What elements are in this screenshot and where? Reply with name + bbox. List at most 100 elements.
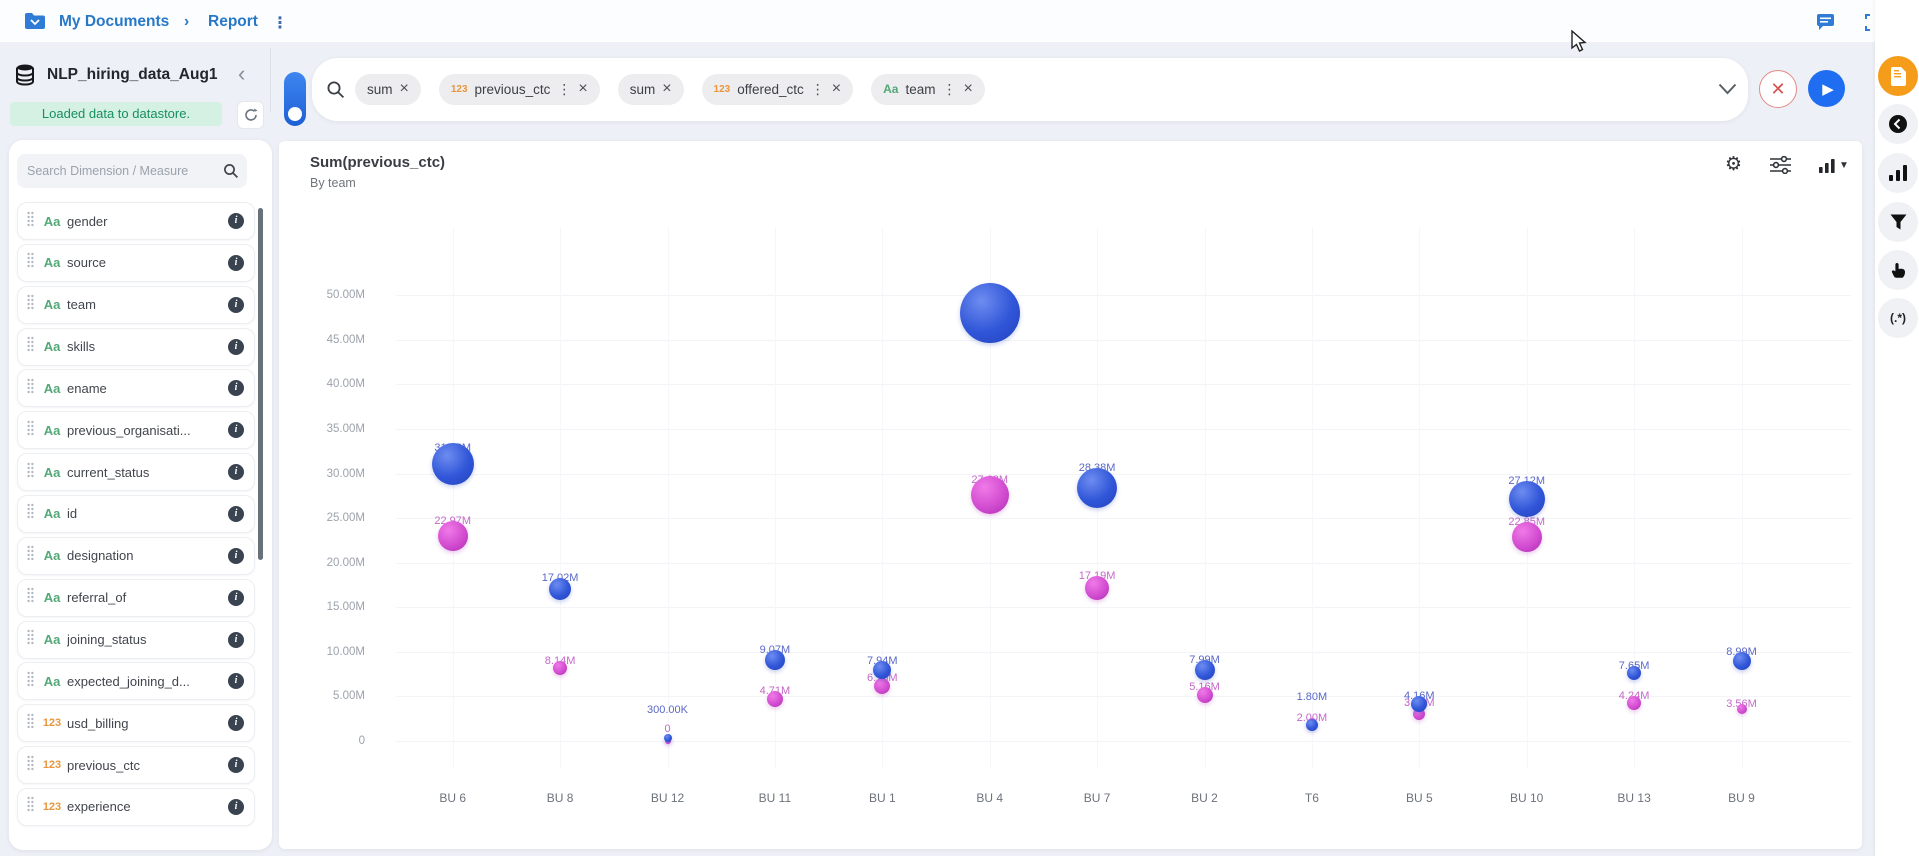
comments-icon[interactable]: [1816, 14, 1835, 31]
field-row-usd_billing[interactable]: 123 usd_billing i: [17, 704, 255, 743]
bubble-sumprevious_ctc-T6[interactable]: [1305, 718, 1318, 731]
bubble-sumoffered_ctc-BU2[interactable]: [1196, 686, 1213, 703]
info-icon[interactable]: i: [228, 547, 244, 564]
chevron-down-icon[interactable]: [1718, 83, 1737, 95]
chip-menu-icon[interactable]: ⋮: [557, 80, 572, 97]
field-row-source[interactable]: Aa source i: [17, 243, 255, 282]
field-search-input[interactable]: [25, 163, 223, 179]
info-icon[interactable]: i: [228, 505, 244, 522]
bubble-sumoffered_ctc-BU1[interactable]: [874, 678, 891, 695]
info-icon[interactable]: i: [228, 213, 244, 229]
chip-remove-icon[interactable]: ×: [399, 80, 409, 97]
field-row-skills[interactable]: Aa skills i: [17, 327, 255, 366]
datastore-card-button[interactable]: [1878, 56, 1918, 96]
filter-button[interactable]: [1878, 202, 1918, 242]
field-row-previous_organisati[interactable]: Aa previous_organisati... i: [17, 411, 255, 450]
drag-handle[interactable]: [27, 294, 37, 315]
info-icon[interactable]: i: [228, 631, 244, 648]
field-row-current_status[interactable]: Aa current_status i: [17, 453, 255, 492]
bubble-sumprevious_ctc-BU9[interactable]: [1732, 651, 1751, 670]
refresh-button[interactable]: [237, 101, 264, 129]
query-chip-sum[interactable]: sum ×: [355, 73, 421, 105]
drag-handle[interactable]: [27, 713, 37, 734]
info-icon[interactable]: i: [228, 798, 244, 815]
chip-menu-icon[interactable]: ⋮: [942, 80, 957, 97]
chip-remove-icon[interactable]: ×: [578, 80, 588, 97]
collapse-panel-icon[interactable]: ‹: [238, 61, 246, 86]
query-mode-toggle[interactable]: [284, 72, 306, 126]
drag-handle[interactable]: [27, 211, 37, 232]
bubble-sumprevious_ctc-BU4[interactable]: [959, 282, 1020, 343]
info-icon[interactable]: i: [228, 715, 244, 732]
info-icon[interactable]: i: [228, 338, 244, 355]
breadcrumb-my-documents[interactable]: My Documents: [59, 13, 170, 30]
field-row-expected_joining_d[interactable]: Aa expected_joining_d... i: [17, 662, 255, 701]
run-query-button[interactable]: ▶: [1808, 70, 1845, 107]
select-pointer-button[interactable]: [1878, 250, 1918, 290]
field-search-box[interactable]: [17, 154, 247, 188]
field-row-experience[interactable]: 123 experience i: [17, 787, 255, 826]
field-row-team[interactable]: Aa team i: [17, 285, 255, 324]
sliders-icon[interactable]: [1770, 156, 1792, 174]
clear-query-button[interactable]: ✕: [1759, 70, 1797, 108]
query-chip-previous_ctc[interactable]: 123 previous_ctc ⋮ ×: [438, 73, 600, 105]
bubble-sumprevious_ctc-BU8[interactable]: [549, 578, 572, 601]
info-icon[interactable]: i: [228, 673, 244, 690]
bubble-sumoffered_ctc-BU9[interactable]: [1736, 704, 1747, 715]
chip-remove-icon[interactable]: ×: [662, 80, 672, 97]
chart-type-button[interactable]: [1878, 153, 1918, 193]
drag-handle[interactable]: [27, 587, 37, 608]
info-icon[interactable]: i: [228, 380, 244, 397]
drag-handle[interactable]: [27, 420, 37, 441]
field-row-ename[interactable]: Aa ename i: [17, 369, 255, 408]
regex-button[interactable]: (.*): [1878, 298, 1918, 338]
drag-handle[interactable]: [27, 336, 37, 357]
field-list-scrollbar[interactable]: [258, 208, 263, 560]
bubble-sumoffered_ctc-BU7[interactable]: [1085, 575, 1110, 600]
drag-handle[interactable]: [27, 671, 37, 692]
info-icon[interactable]: i: [228, 296, 244, 313]
bubble-sumprevious_ctc-BU7[interactable]: [1077, 467, 1118, 508]
bubble-sumoffered_ctc-BU8[interactable]: [553, 661, 568, 676]
drag-handle[interactable]: [27, 252, 37, 273]
query-chip-team[interactable]: Aa team ⋮ ×: [871, 73, 985, 105]
drag-handle[interactable]: [27, 503, 37, 524]
info-icon[interactable]: i: [228, 757, 244, 774]
field-row-joining_status[interactable]: Aa joining_status i: [17, 620, 255, 659]
bubble-sumoffered_ctc-BU10[interactable]: [1511, 522, 1542, 553]
folder-icon[interactable]: [24, 12, 46, 30]
info-icon[interactable]: i: [228, 464, 244, 481]
bubble-sumoffered_ctc-BU13[interactable]: [1627, 696, 1642, 711]
back-button[interactable]: [1878, 104, 1918, 144]
settings-gear-icon[interactable]: ⚙: [1725, 154, 1743, 175]
drag-handle[interactable]: [27, 462, 37, 483]
query-chip-sum[interactable]: sum ×: [617, 73, 684, 105]
bubble-sumprevious_ctc-BU2[interactable]: [1194, 659, 1215, 680]
drag-handle[interactable]: [27, 378, 37, 399]
field-row-id[interactable]: Aa id i: [17, 494, 255, 533]
report-menu-kebab-icon[interactable]: ⋮: [272, 15, 288, 32]
bubble-sumprevious_ctc-BU1[interactable]: [873, 661, 892, 680]
bubble-sumprevious_ctc-BU13[interactable]: [1627, 665, 1642, 680]
breadcrumb-report[interactable]: Report: [208, 13, 258, 30]
drag-handle[interactable]: [27, 796, 37, 817]
bubble-sumprevious_ctc-BU5[interactable]: [1411, 695, 1428, 712]
bubble-sumoffered_ctc-BU11[interactable]: [766, 691, 783, 707]
bubble-sumoffered_ctc-BU4[interactable]: [970, 475, 1009, 514]
drag-handle[interactable]: [27, 545, 37, 566]
field-row-previous_ctc[interactable]: 123 previous_ctc i: [17, 746, 255, 785]
drag-handle[interactable]: [27, 629, 37, 650]
field-row-referral_of[interactable]: Aa referral_of i: [17, 578, 255, 617]
chip-menu-icon[interactable]: ⋮: [810, 80, 825, 97]
chart-type-dropdown[interactable]: ▼: [1819, 157, 1849, 173]
info-icon[interactable]: i: [228, 254, 244, 271]
bubble-sumprevious_ctc-BU6[interactable]: [431, 443, 474, 486]
field-row-gender[interactable]: Aa gender i: [17, 202, 255, 240]
chip-remove-icon[interactable]: ×: [963, 80, 973, 97]
drag-handle[interactable]: [27, 755, 37, 776]
bubble-sumprevious_ctc-BU12[interactable]: [663, 734, 672, 743]
chip-remove-icon[interactable]: ×: [831, 80, 842, 97]
query-chip-offered_ctc[interactable]: 123 offered_ctc ⋮ ×: [701, 73, 854, 105]
info-icon[interactable]: i: [228, 589, 244, 606]
info-icon[interactable]: i: [228, 422, 244, 439]
